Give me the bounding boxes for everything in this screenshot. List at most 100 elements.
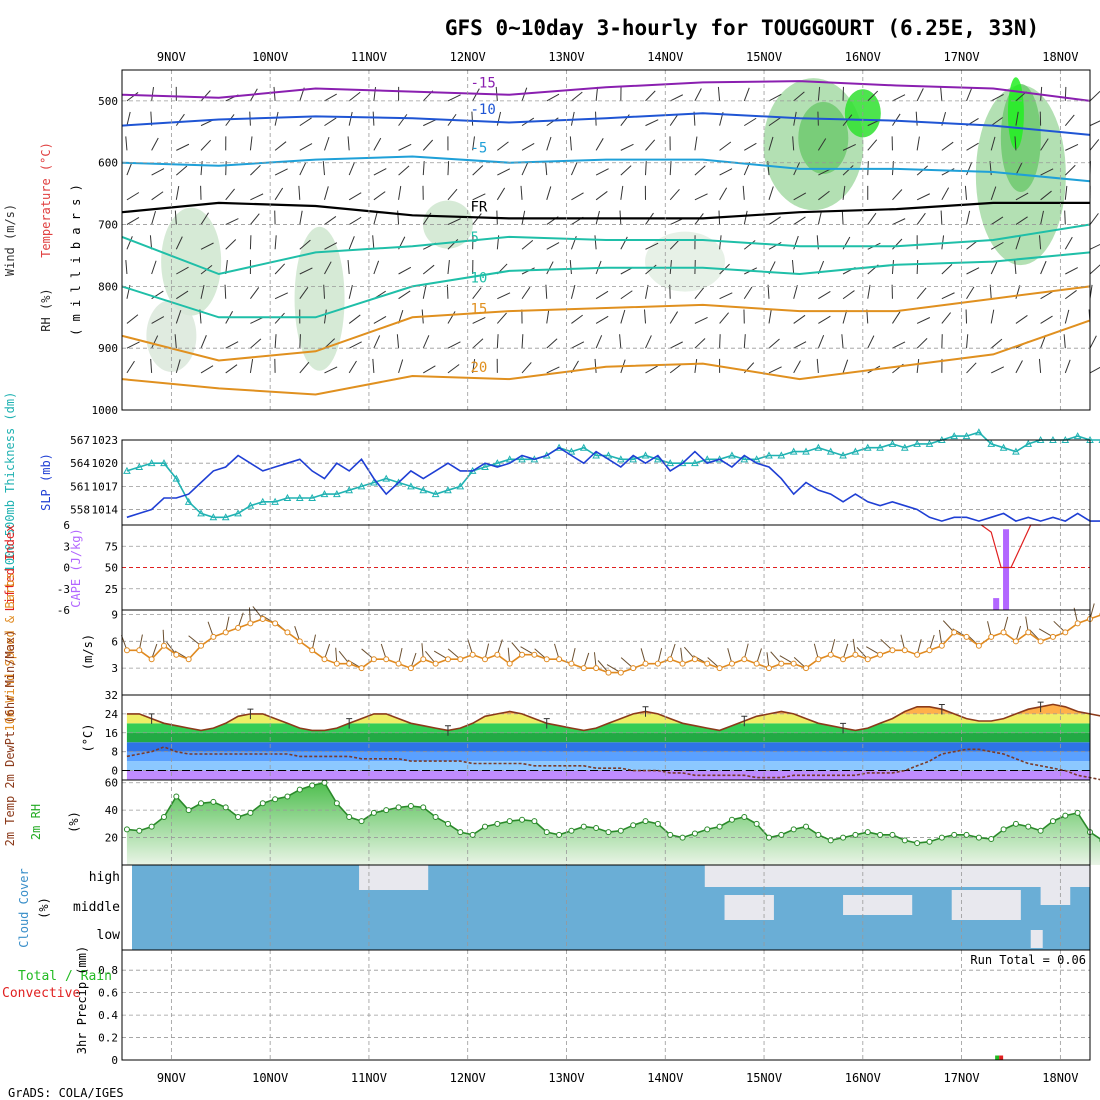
- isotherm-10: [121, 251, 1091, 319]
- wind-barb: [1064, 86, 1067, 101]
- wind-barb: [1064, 114, 1075, 126]
- temp-band: [126, 761, 1090, 771]
- wind-barb: [1089, 335, 1097, 349]
- rh-series-point: [963, 831, 970, 838]
- wind-barb: [694, 165, 706, 176]
- li-tick-label: -6: [57, 604, 70, 617]
- x-tick-label-top: 15NOV: [746, 50, 782, 64]
- wind-barb: [767, 161, 770, 176]
- wind-barb: [324, 136, 330, 151]
- precip-tick-label: 0.6: [98, 987, 118, 1000]
- wind-barb: [125, 136, 128, 151]
- thickness-series-point: [172, 474, 181, 482]
- thickness-series-point: [1024, 439, 1033, 447]
- cloud-clear-area: [951, 890, 1021, 920]
- wind-barb: [915, 111, 918, 126]
- wind-barb: [595, 191, 608, 201]
- wind-speed-series-point: [333, 660, 340, 667]
- rh-series-point: [988, 835, 995, 842]
- wind-barb: [842, 309, 848, 324]
- wind-barb: [299, 117, 312, 127]
- thickness-series-point: [518, 455, 526, 463]
- rh-area: [126, 782, 1100, 865]
- wind-barb: [595, 86, 599, 101]
- wind-barb: [225, 188, 235, 201]
- wind-barb: [1064, 164, 1076, 176]
- wind-barb: [151, 260, 157, 275]
- wind-barb: [694, 193, 708, 201]
- thickness-series-point: [444, 486, 452, 494]
- thickness-series-point: [839, 451, 847, 459]
- wind-axis-label: Wind (m/s): [3, 204, 17, 276]
- cape-bar: [1003, 529, 1010, 610]
- wind-barb: [447, 364, 460, 374]
- wind-speed-series-point: [284, 629, 291, 636]
- thickness-series-point: [876, 443, 884, 451]
- wind-barb: [966, 142, 979, 151]
- wind-barb: [817, 138, 827, 151]
- thickness-series-point: [332, 490, 341, 498]
- wind-speed-series-point: [951, 629, 958, 636]
- wind-barb: [743, 87, 750, 102]
- wind-barb: [595, 168, 609, 176]
- thickness-series-point: [221, 513, 230, 521]
- thickness-series-point: [728, 451, 736, 459]
- wind-speed-series-point: [519, 651, 526, 658]
- wind-barb: [1089, 243, 1100, 250]
- wind-barb: [126, 92, 139, 102]
- wind-barb: [867, 284, 871, 299]
- wind-barb: [793, 285, 798, 299]
- wind-barb: [867, 335, 875, 349]
- wind-barb: [768, 93, 782, 102]
- wind-barb: [742, 185, 745, 200]
- wind-barb: [151, 168, 165, 176]
- rh-series-point: [827, 837, 834, 844]
- wind-barb: [225, 239, 237, 250]
- x-tick-label-bottom: 12NOV: [450, 1071, 486, 1085]
- wind-barb: [1064, 309, 1070, 324]
- wind-barb: [768, 366, 782, 374]
- wind-barb: [1014, 260, 1017, 275]
- rh-series-point: [160, 814, 167, 821]
- wind-barb: [768, 338, 780, 349]
- wind-barb: [1089, 213, 1099, 225]
- wind-barb: [1038, 358, 1042, 373]
- cloud-unit-label: (%): [37, 897, 51, 919]
- wind-barb: [175, 185, 180, 200]
- precip-total-label: Total / Rain: [18, 969, 112, 984]
- wind-speed-series-point: [753, 660, 760, 667]
- wind-speed-series-point: [716, 665, 723, 672]
- wind-barb: [595, 335, 603, 349]
- thickness-series-point: [925, 439, 934, 447]
- wind-barb: [1040, 210, 1044, 225]
- rh-series-point: [494, 820, 501, 827]
- wind-barb: [620, 290, 633, 300]
- wind-barb: [768, 117, 781, 127]
- thickness-tick-label: 561: [70, 480, 90, 493]
- wind-barb: [447, 311, 456, 324]
- wind-barb: [373, 137, 382, 151]
- wind-barb: [941, 187, 950, 201]
- wind-barb: [472, 136, 475, 151]
- wind-barb: [1015, 235, 1021, 250]
- wind-speed-series-point: [198, 642, 205, 649]
- temp-series: [126, 703, 1100, 732]
- wind-barb: [842, 359, 849, 374]
- rh-shading-area: [798, 102, 849, 174]
- wind-barb: [966, 286, 975, 299]
- wind-barb: [324, 216, 337, 225]
- wind-barb: [546, 93, 560, 102]
- wind-speed-series-point: [296, 638, 303, 645]
- wind-barb: [200, 365, 214, 374]
- wind-barb: [743, 334, 746, 349]
- thickness-series-point: [851, 447, 860, 455]
- wind-speed-series-point: [235, 624, 242, 631]
- thickness-series-point: [295, 493, 304, 501]
- wind-speed-series-point: [840, 656, 847, 663]
- wind-barb: [1089, 90, 1100, 102]
- wind-barb: [1015, 216, 1028, 225]
- rh-series-point: [815, 831, 822, 838]
- wind-barb: [447, 188, 458, 201]
- wind-speed-series-point: [1000, 629, 1007, 636]
- wind-barb: [842, 165, 854, 176]
